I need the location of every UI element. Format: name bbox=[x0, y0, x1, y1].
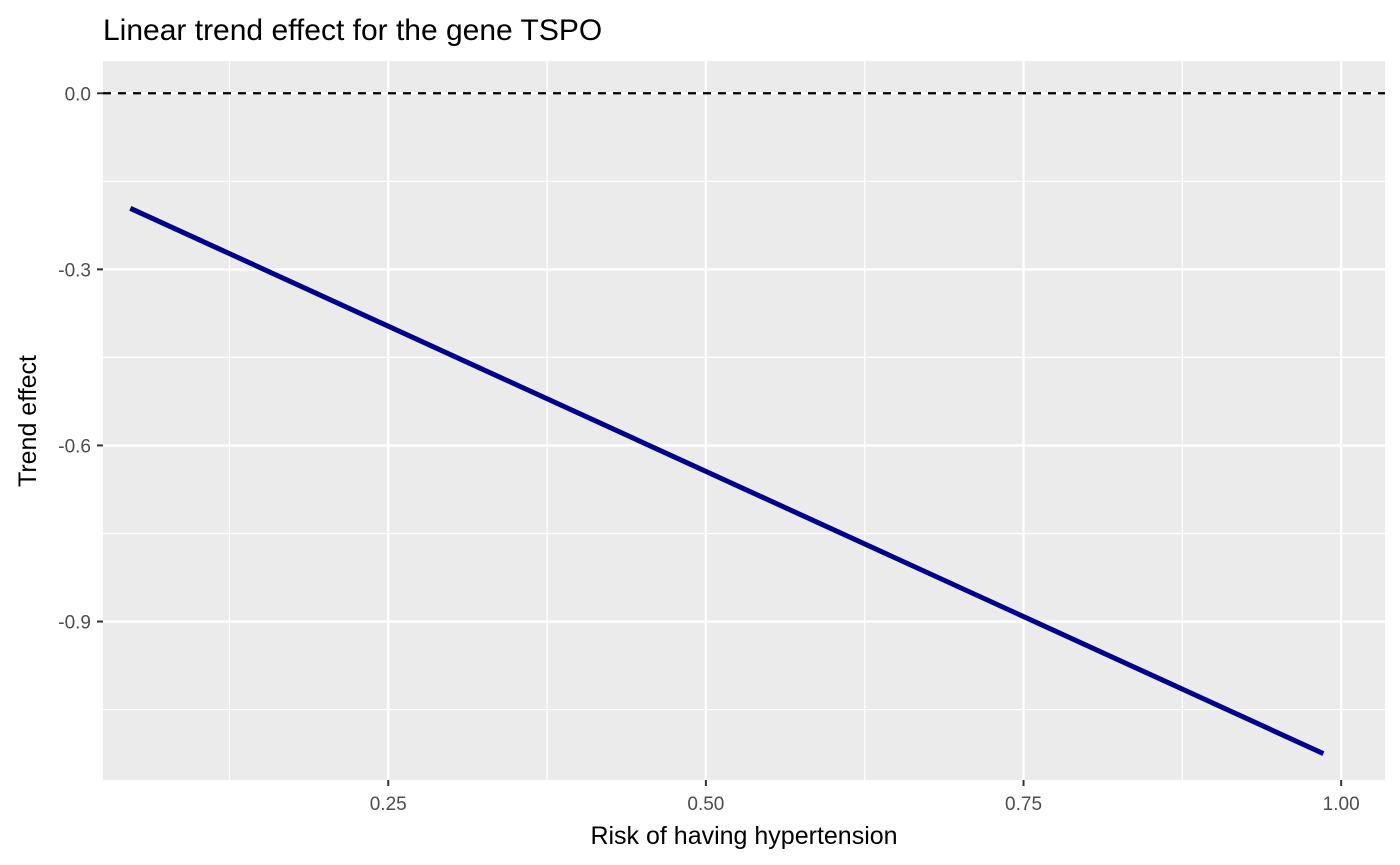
x-axis-ticks: 0.25 0.50 0.75 1.00 bbox=[370, 780, 1360, 815]
plot-panel bbox=[103, 61, 1385, 780]
minor-gridlines bbox=[103, 61, 1385, 780]
y-tick-label: 0.0 bbox=[65, 84, 91, 105]
y-axis-title: Trend effect bbox=[14, 355, 42, 487]
y-tick-label: -0.6 bbox=[58, 436, 91, 457]
x-axis-title: Risk of having hypertension bbox=[590, 822, 897, 850]
series-layer bbox=[129, 206, 1325, 756]
y-tick-label: -0.9 bbox=[58, 613, 91, 634]
x-tick-label: 0.50 bbox=[687, 794, 724, 815]
y-tick-label: -0.3 bbox=[58, 260, 91, 281]
y-axis-ticks: 0.0 -0.3 -0.6 -0.9 bbox=[58, 84, 103, 634]
x-tick-label: 0.25 bbox=[370, 794, 407, 815]
trend-line bbox=[129, 206, 1325, 756]
x-tick-label: 0.75 bbox=[1005, 794, 1042, 815]
x-tick-label: 1.00 bbox=[1323, 794, 1360, 815]
chart-title: Linear trend effect for the gene TSPO bbox=[103, 14, 602, 47]
